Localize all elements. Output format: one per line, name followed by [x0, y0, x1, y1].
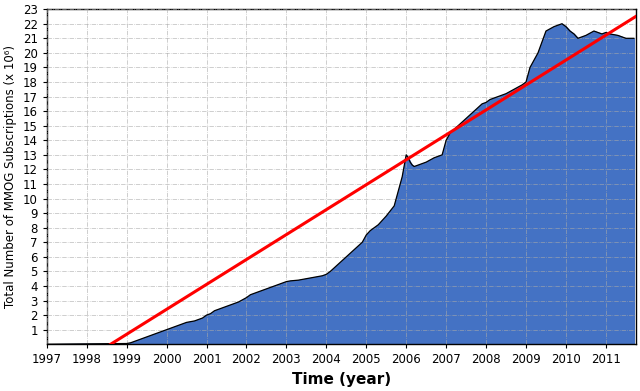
X-axis label: Time (year): Time (year)	[292, 372, 391, 387]
Y-axis label: Total Number of MMOG Subscriptions (x 10⁶): Total Number of MMOG Subscriptions (x 10…	[4, 45, 17, 308]
